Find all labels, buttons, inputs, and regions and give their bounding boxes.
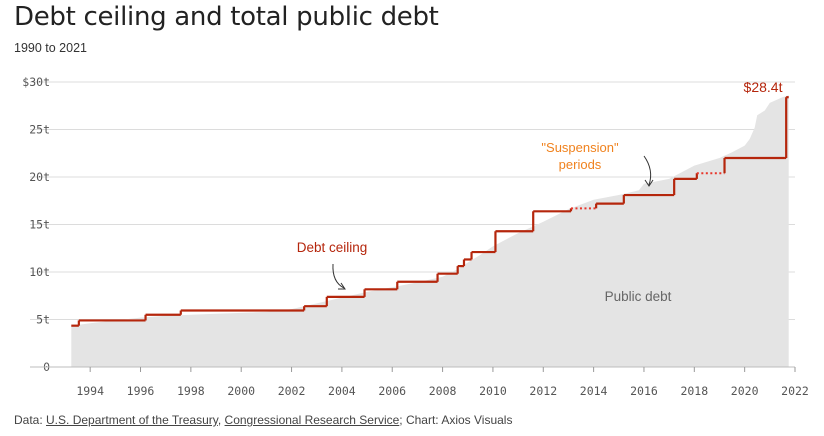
chart-title: Debt ceiling and total public debt [14,2,439,32]
suspension-arrow [643,155,652,186]
x-tick-label: 2022 [781,384,809,398]
source-note: Data: U.S. Department of the Treasury, C… [14,413,512,427]
y-tick-label: 15t [29,218,50,232]
public-debt-label: Public debt [605,289,672,304]
end-value-label: $28.4t [744,79,783,95]
x-tick-label: 2012 [529,384,557,398]
x-tick-label: 2014 [580,384,608,398]
x-tick-label: 2008 [429,384,457,398]
x-tick-label: 2018 [680,384,708,398]
source-separator: , [217,413,225,427]
x-tick-label: 2000 [227,384,255,398]
x-tick-label: 2010 [479,384,507,398]
source-prefix: Data: [14,413,47,427]
public-debt-area [71,95,789,368]
y-tick-label: $30t [22,75,50,89]
y-tick-label: 5t [36,313,50,327]
x-tick-label: 2004 [328,384,356,398]
y-tick-label: 20t [29,170,50,184]
x-tick-label: 2016 [630,384,658,398]
ceiling-arrowhead [338,282,346,290]
suspension-arrowhead [644,179,654,187]
y-tick-label: 25t [29,123,50,137]
chart-subtitle: 1990 to 2021 [14,41,87,55]
source-link-treasury[interactable]: U.S. Department of the Treasury [46,413,218,427]
suspension-label-line1: "Suspension" [541,140,619,155]
y-tick-label: 10t [29,265,50,279]
x-tick-label: 1998 [177,384,205,398]
source-suffix: ; Chart: Axios Visuals [399,413,513,427]
x-tick-label: 2006 [378,384,406,398]
x-tick-label: 1994 [76,384,104,398]
debt-ceiling-label: Debt ceiling [297,240,368,255]
x-tick-label: 1996 [127,384,155,398]
ceiling-arrow [332,263,345,289]
x-tick-label: 2002 [278,384,306,398]
x-tick-label: 2020 [731,384,759,398]
source-link-crs[interactable]: Congressional Research Service [224,413,400,427]
suspension-label-line2: periods [559,157,602,172]
